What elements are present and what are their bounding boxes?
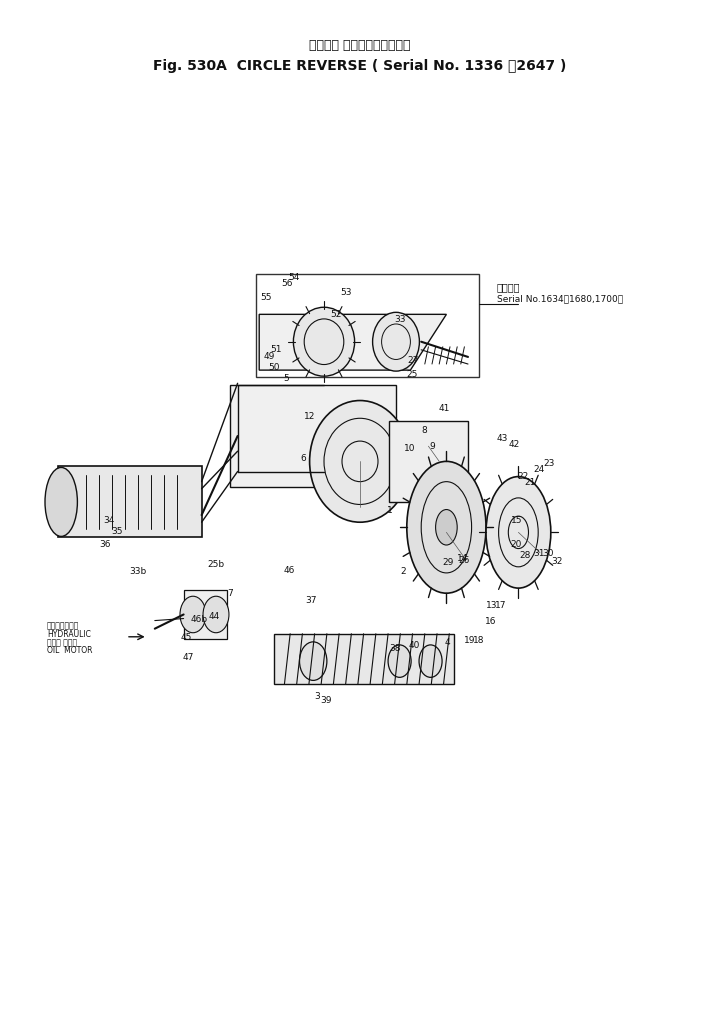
Polygon shape [184, 590, 227, 639]
Text: 4: 4 [445, 639, 451, 647]
Text: 10: 10 [404, 444, 415, 452]
Text: 38: 38 [390, 645, 401, 653]
Text: 30: 30 [542, 550, 554, 558]
Text: 37: 37 [305, 596, 317, 604]
Text: 22: 22 [517, 473, 528, 481]
Text: 54: 54 [288, 274, 300, 282]
Text: 適用号機: 適用号機 [497, 282, 521, 292]
Text: 2: 2 [400, 568, 406, 576]
Text: 26: 26 [459, 557, 470, 565]
Text: 35: 35 [111, 527, 122, 535]
Polygon shape [274, 634, 454, 684]
Text: 20: 20 [510, 540, 522, 549]
Text: 51: 51 [271, 346, 282, 354]
Ellipse shape [407, 461, 486, 593]
Ellipse shape [300, 642, 327, 680]
Ellipse shape [294, 307, 355, 376]
Text: 53: 53 [340, 288, 351, 296]
Text: 27: 27 [407, 357, 418, 365]
Ellipse shape [45, 467, 78, 536]
Text: 13: 13 [486, 601, 498, 609]
Text: 36: 36 [99, 540, 111, 549]
Text: 14: 14 [457, 555, 469, 563]
Text: 23: 23 [543, 459, 554, 467]
Text: 19: 19 [464, 637, 476, 645]
Text: 52: 52 [330, 310, 342, 318]
Text: 33: 33 [394, 315, 405, 323]
Text: ハイドロリック: ハイドロリック [47, 622, 79, 631]
Ellipse shape [388, 645, 411, 677]
Polygon shape [259, 314, 446, 370]
Text: サークル リバース（適用号機: サークル リバース（適用号機 [310, 40, 410, 52]
Text: 8: 8 [421, 427, 427, 435]
Text: 18: 18 [473, 637, 485, 645]
Ellipse shape [486, 477, 551, 588]
Ellipse shape [373, 312, 419, 371]
Text: 43: 43 [497, 434, 508, 442]
Text: 40: 40 [409, 642, 420, 650]
Text: 17: 17 [495, 601, 506, 609]
Text: 25: 25 [406, 370, 418, 378]
Text: 16: 16 [485, 618, 497, 626]
Ellipse shape [419, 645, 442, 677]
Text: 39: 39 [320, 697, 332, 705]
Text: 47: 47 [182, 653, 194, 661]
Text: 45: 45 [180, 634, 192, 642]
Text: 29: 29 [442, 559, 454, 567]
Text: 6: 6 [300, 454, 306, 462]
Text: 49: 49 [264, 353, 275, 361]
Text: オイル モータ: オイル モータ [47, 638, 77, 647]
Text: 41: 41 [438, 405, 450, 413]
Text: 1: 1 [387, 506, 392, 514]
Text: 42: 42 [508, 440, 520, 448]
Circle shape [180, 596, 206, 633]
Text: 33b: 33b [130, 568, 147, 576]
Text: 28: 28 [519, 552, 531, 560]
Polygon shape [230, 385, 396, 487]
Text: 31: 31 [534, 550, 545, 558]
Text: HYDRAULIC: HYDRAULIC [47, 630, 91, 639]
Text: 3: 3 [314, 693, 320, 701]
Text: 44: 44 [208, 612, 220, 621]
Text: 5: 5 [284, 374, 289, 382]
Text: 24: 24 [533, 465, 544, 474]
Text: 21: 21 [524, 479, 536, 487]
Text: 12: 12 [304, 413, 315, 421]
Text: Fig. 530A  CIRCLE REVERSE ( Serial No. 1336 ～2647 ): Fig. 530A CIRCLE REVERSE ( Serial No. 13… [153, 59, 567, 73]
Text: 46: 46 [284, 567, 295, 575]
Circle shape [203, 596, 229, 633]
Text: 34: 34 [103, 516, 114, 524]
Text: 32: 32 [551, 558, 562, 566]
Polygon shape [58, 466, 202, 537]
Text: 56: 56 [282, 280, 293, 288]
Ellipse shape [310, 401, 410, 522]
Text: 50: 50 [269, 363, 280, 371]
Text: 25b: 25b [207, 561, 225, 569]
Polygon shape [389, 421, 468, 502]
Text: 15: 15 [511, 516, 523, 524]
Text: 7: 7 [227, 589, 233, 597]
Ellipse shape [436, 510, 457, 546]
Text: 9: 9 [429, 442, 435, 450]
Text: Serial No.1634～1680,1700～: Serial No.1634～1680,1700～ [497, 294, 623, 303]
Text: 55: 55 [261, 293, 272, 301]
Text: 46b: 46b [191, 615, 208, 624]
Text: OIL  MOTOR: OIL MOTOR [47, 646, 92, 655]
